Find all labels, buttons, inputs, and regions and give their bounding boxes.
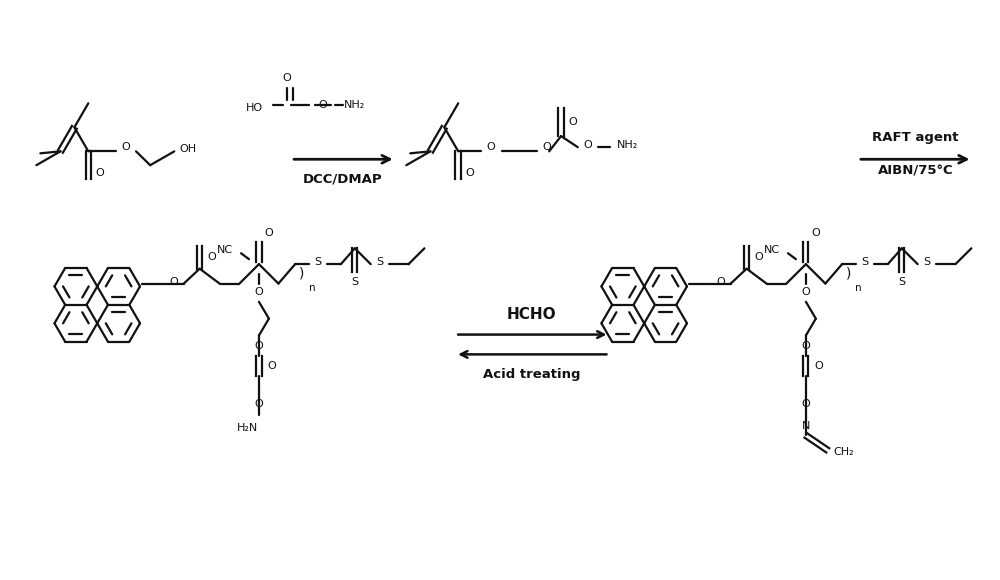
Text: O: O [319,100,327,110]
Text: N: N [802,420,810,430]
Text: RAFT agent: RAFT agent [872,131,959,144]
Text: H₂N: H₂N [236,423,258,433]
Text: O: O [207,252,216,262]
Text: O: O [814,361,823,371]
Text: CH₂: CH₂ [833,447,854,458]
Text: O: O [169,277,178,287]
Text: O: O [255,287,263,297]
Text: S: S [351,277,358,287]
Text: S: S [898,277,905,287]
Text: NH₂: NH₂ [344,100,365,110]
Text: O: O [716,277,725,287]
Text: NC: NC [764,245,780,255]
Text: O: O [265,229,273,238]
Text: O: O [267,361,276,371]
Text: S: S [923,257,930,267]
Text: O: O [255,399,263,409]
Text: HO: HO [246,103,263,113]
Text: O: O [754,252,763,262]
Text: O: O [802,287,810,297]
Text: ): ) [299,267,305,281]
Text: O: O [486,142,495,153]
Text: NH₂: NH₂ [617,140,638,150]
Text: O: O [96,168,105,178]
Text: O: O [283,73,292,83]
Text: n: n [309,282,315,292]
Text: S: S [861,257,869,267]
Text: O: O [802,399,810,409]
Text: S: S [376,257,383,267]
Text: OH: OH [180,144,197,154]
Text: O: O [811,229,820,238]
Text: O: O [543,142,552,153]
Text: O: O [122,142,130,153]
Text: DCC/DMAP: DCC/DMAP [303,173,383,186]
Text: O: O [255,342,263,351]
Text: ): ) [846,267,852,281]
Text: AIBN/75°C: AIBN/75°C [878,165,953,177]
Text: O: O [583,140,592,150]
Text: HCHO: HCHO [507,307,557,322]
Text: O: O [569,117,577,127]
Text: NC: NC [217,245,233,255]
Text: S: S [314,257,322,267]
Text: n: n [855,282,862,292]
Text: Acid treating: Acid treating [483,368,581,380]
Text: O: O [802,342,810,351]
Text: O: O [466,168,475,178]
